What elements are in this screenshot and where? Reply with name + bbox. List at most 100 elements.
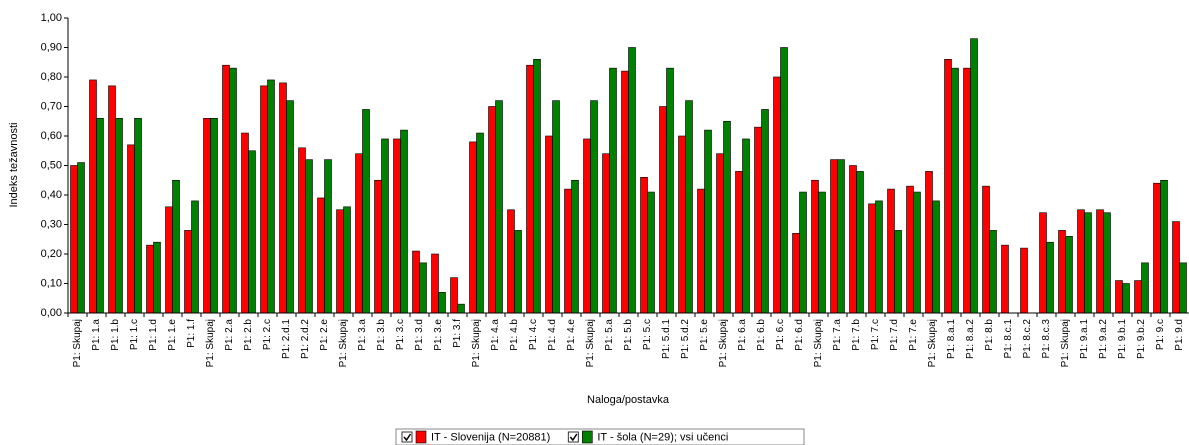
x-tick-label: P1: Skupaj [338, 319, 349, 367]
x-tick-label: P1: 2.d.1 [281, 319, 292, 359]
bar [260, 85, 268, 314]
bar [355, 153, 363, 314]
bar [134, 118, 142, 314]
x-tick-label: P1: 6.c [775, 319, 786, 350]
x-tick-label: P1: 3.f [452, 319, 463, 348]
bar [811, 179, 819, 314]
bar [77, 162, 85, 314]
bar [697, 188, 705, 314]
bar [830, 159, 838, 314]
bar [944, 58, 952, 314]
bar [279, 82, 287, 314]
bar [552, 100, 560, 314]
bar [932, 200, 940, 314]
bar [989, 230, 997, 314]
bar [222, 64, 230, 314]
y-tick-label: 0,00 [41, 307, 62, 319]
bar [856, 171, 864, 314]
y-tick-label: 0,40 [41, 189, 62, 201]
x-tick-label: P1: Skupaj [718, 319, 729, 367]
y-tick-label: 0,80 [41, 71, 62, 83]
bar [868, 203, 876, 314]
bar [716, 153, 724, 314]
bar [165, 206, 173, 314]
x-tick-label: P1: 8.a.2 [965, 319, 976, 359]
y-tick-label: 1,00 [41, 12, 62, 24]
bar [773, 76, 781, 314]
legend-label: IT - Slovenija (N=20881) [431, 431, 550, 443]
bar [792, 233, 800, 314]
bar [571, 179, 579, 314]
x-tick-label: P1: 2.d.2 [300, 319, 311, 359]
bar [564, 188, 572, 314]
bar [590, 100, 598, 314]
bar [849, 165, 857, 314]
bar [894, 230, 902, 314]
bar [507, 209, 515, 314]
bar [913, 191, 921, 314]
bar [951, 67, 959, 314]
x-tick-label: P1: 2.e [319, 319, 330, 351]
bar [514, 230, 522, 314]
legend-checkbox[interactable] [567, 431, 579, 443]
y-tick-label: 0,30 [41, 218, 62, 230]
bar [1172, 221, 1180, 314]
x-tick-label: P1: 4.b [509, 319, 520, 351]
bar [621, 70, 629, 314]
x-axis-title: Naloga/postavka [587, 394, 670, 406]
bar [906, 185, 914, 314]
bar [450, 277, 458, 314]
x-tick-label: P1: 7.d [889, 319, 900, 351]
bar [469, 141, 477, 314]
legend-box [395, 428, 805, 445]
x-tick-label: P1: Skupaj [813, 319, 824, 367]
x-tick-label: P1: 2.a [224, 319, 235, 351]
x-tick-label: P1: 5.b [623, 319, 634, 351]
x-tick-label: P1: 2.c [262, 319, 273, 350]
bar [336, 209, 344, 314]
bar [799, 191, 807, 314]
x-tick-label: P1: 7.c [870, 319, 881, 350]
x-tick-label: P1: 3.e [433, 319, 444, 351]
bar [640, 177, 648, 314]
x-tick-label: P1: 6.a [737, 319, 748, 351]
bar [1039, 212, 1047, 314]
bar [1153, 182, 1161, 314]
bar [362, 109, 370, 314]
bar [659, 106, 667, 314]
x-tick-label: P1: 8.c.1 [1003, 319, 1014, 359]
bar [1103, 212, 1111, 314]
legend-swatch [582, 430, 593, 444]
x-tick-label: P1: 3.a [357, 319, 368, 351]
bar [1179, 262, 1187, 314]
bar [647, 191, 655, 314]
y-tick-label: 0,50 [41, 159, 62, 171]
bar [583, 138, 591, 314]
bar [374, 179, 382, 314]
y-tick-label: 0,10 [41, 277, 62, 289]
legend-check [569, 433, 578, 442]
bar [267, 79, 275, 314]
x-tick-label: P1: 3.d [414, 319, 425, 351]
bar [419, 262, 427, 314]
bar [1134, 280, 1142, 314]
bar [526, 64, 534, 314]
bar [609, 67, 617, 314]
bar [210, 118, 218, 314]
bar [412, 250, 420, 314]
bar [887, 188, 895, 314]
x-tick-label: P1: Skupaj [1060, 319, 1071, 367]
bar [127, 144, 135, 314]
x-tick-label: P1: Skupaj [927, 319, 938, 367]
x-tick-label: P1: 8.a.1 [946, 319, 957, 359]
x-tick-label: P1: 8.b [984, 319, 995, 351]
bar [431, 253, 439, 314]
bar [96, 118, 104, 314]
x-tick-label: P1: 9.b.2 [1136, 319, 1147, 359]
bar [70, 165, 78, 314]
bar [761, 109, 769, 314]
legend-checkbox[interactable] [401, 431, 413, 443]
bar [457, 303, 465, 314]
x-tick-label: P1: 4.d [547, 319, 558, 351]
legend [395, 428, 805, 445]
